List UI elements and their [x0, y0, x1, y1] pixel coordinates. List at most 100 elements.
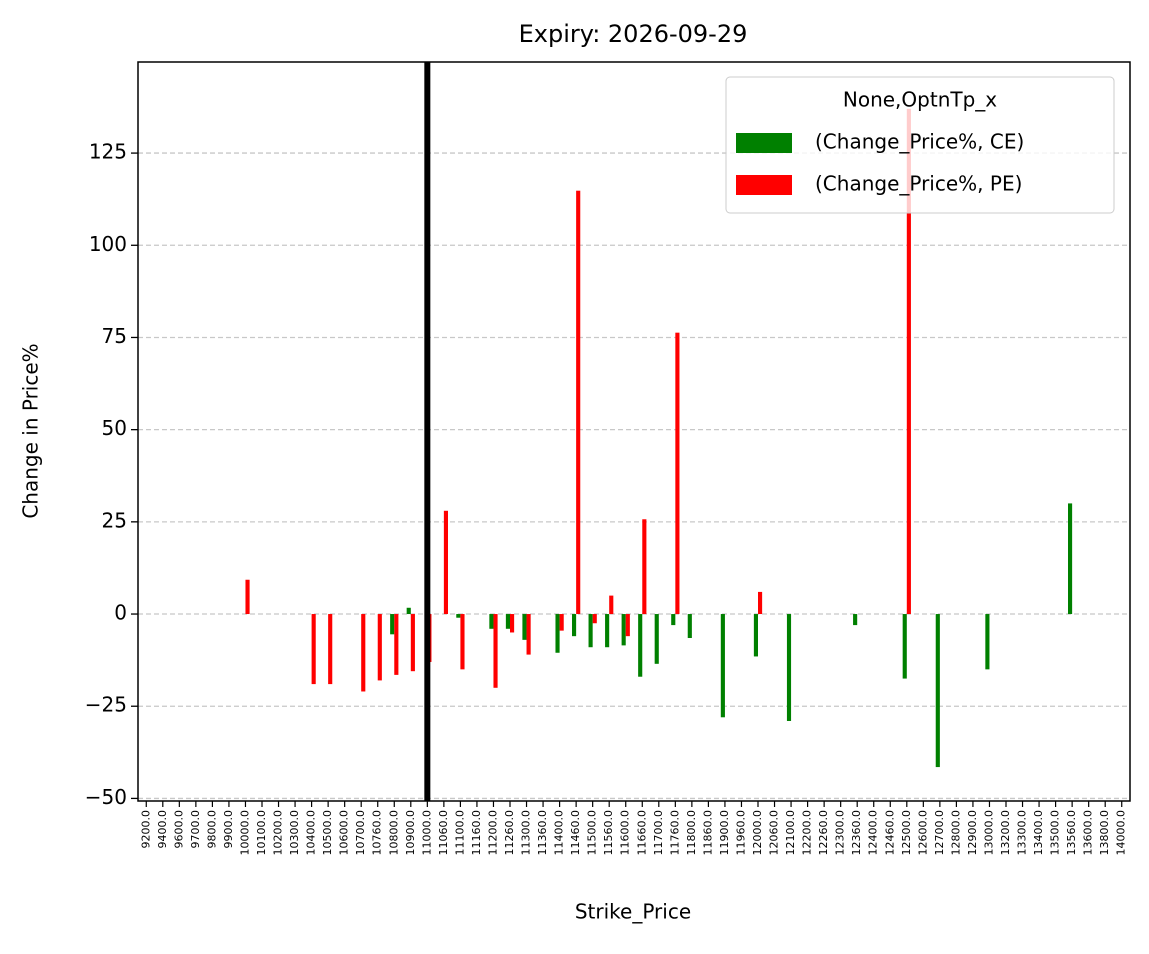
x-tick-label: 11900.0: [718, 810, 731, 856]
x-tick-label: 9200.0: [139, 810, 152, 849]
legend-swatch: [736, 175, 792, 195]
bar: [510, 614, 515, 633]
x-tick-label: 9800.0: [205, 810, 218, 849]
bar: [505, 614, 510, 629]
x-tick-label: 13560.0: [1065, 810, 1078, 856]
x-tick-label: 13400.0: [1032, 810, 1045, 856]
bar: [906, 108, 911, 615]
x-tick-label: 11160.0: [470, 810, 483, 856]
bar: [1068, 503, 1073, 615]
bar: [687, 614, 692, 639]
x-tick-label: 11060.0: [437, 810, 450, 856]
bar: [406, 607, 411, 615]
x-tick-label: 14000.0: [1115, 810, 1128, 856]
bar: [328, 614, 333, 685]
bar: [460, 614, 465, 670]
x-tick-label: 10800.0: [387, 810, 400, 856]
x-tick-label: 9700.0: [189, 810, 202, 849]
x-tick-label: 11600.0: [619, 810, 632, 856]
x-tick-label: 13200.0: [999, 810, 1012, 856]
bar: [377, 614, 382, 681]
bar: [621, 614, 626, 646]
x-tick-label: 9900.0: [222, 810, 235, 849]
bar: [935, 614, 940, 768]
bar: [361, 614, 366, 692]
x-tick-label: 11860.0: [701, 810, 714, 856]
x-tick-label: 11460.0: [569, 810, 582, 856]
x-tick-label: 13300.0: [1016, 810, 1029, 856]
x-tick-label: 12000.0: [751, 810, 764, 856]
bar: [410, 614, 415, 672]
bar: [489, 614, 494, 629]
x-tick-label: 12400.0: [867, 810, 880, 856]
bar: [638, 614, 643, 677]
bar: [642, 519, 647, 615]
x-tick-label: 10200.0: [272, 810, 285, 856]
y-axis-label: Change in Price%: [19, 343, 43, 518]
bar: [588, 614, 593, 648]
x-tick-label: 11200.0: [486, 810, 499, 856]
bar: [753, 614, 758, 657]
bar: [853, 614, 858, 626]
bar: [902, 614, 907, 679]
y-tick-label: 125: [89, 140, 127, 164]
x-tick-label: 10900.0: [404, 810, 417, 856]
bar: [456, 614, 461, 618]
bar: [443, 510, 448, 615]
x-tick-label: 11960.0: [734, 810, 747, 856]
x-tick-label: 13800.0: [1098, 810, 1111, 856]
x-axis-label: Strike_Price: [575, 900, 691, 924]
bar: [555, 614, 560, 653]
x-tick-label: 12100.0: [784, 810, 797, 856]
bar: [671, 614, 676, 626]
x-tick-label: 10500.0: [321, 810, 334, 856]
x-tick-label: 12360.0: [850, 810, 863, 856]
bar: [522, 614, 527, 640]
x-tick-label: 10400.0: [305, 810, 318, 856]
y-tick-label: 25: [102, 508, 127, 532]
bar: [654, 614, 659, 664]
bar: [675, 332, 680, 615]
bar: [625, 614, 630, 637]
bar: [572, 614, 577, 637]
legend-swatch: [736, 133, 792, 153]
legend-label: (Change_Price%, CE): [815, 130, 1024, 154]
bar: [605, 614, 610, 648]
bar: [720, 614, 725, 718]
x-tick-label: 11300.0: [520, 810, 533, 856]
bar: [493, 614, 498, 688]
y-tick-label: −25: [85, 693, 127, 717]
x-tick-label: 11660.0: [635, 810, 648, 856]
x-tick-label: 12900.0: [966, 810, 979, 856]
x-tick-label: 12500.0: [900, 810, 913, 856]
x-tick-label: 11700.0: [652, 810, 665, 856]
x-tick-label: 12200.0: [801, 810, 814, 856]
y-tick-label: −50: [85, 785, 127, 809]
bar: [245, 579, 250, 615]
y-tick-label: 75: [102, 324, 127, 348]
x-tick-label: 11500.0: [586, 810, 599, 856]
bar: [758, 591, 763, 615]
x-tick-label: 11560.0: [602, 810, 615, 856]
x-tick-label: 11100.0: [453, 810, 466, 856]
chart-title: Expiry: 2026-09-29: [519, 20, 748, 48]
legend-title: None,OptnTp_x: [843, 88, 997, 112]
y-tick-label: 0: [114, 601, 127, 625]
x-tick-label: 12300.0: [834, 810, 847, 856]
bar: [390, 614, 395, 635]
x-tick-label: 13600.0: [1082, 810, 1095, 856]
bar: [786, 614, 792, 721]
x-tick-label: 10300.0: [288, 810, 301, 856]
x-tick-label: 11760.0: [668, 810, 681, 856]
bar: [559, 614, 564, 631]
x-tick-label: 12600.0: [916, 810, 929, 856]
bar: [592, 614, 597, 624]
x-tick-label: 10600.0: [338, 810, 351, 856]
x-tick-label: 11400.0: [553, 810, 566, 856]
y-tick-label: 100: [89, 232, 127, 256]
x-tick-label: 11360.0: [536, 810, 549, 856]
x-tick-label: 10100.0: [255, 810, 268, 856]
x-tick-label: 10700.0: [354, 810, 367, 856]
x-tick-label: 9400.0: [156, 810, 169, 849]
